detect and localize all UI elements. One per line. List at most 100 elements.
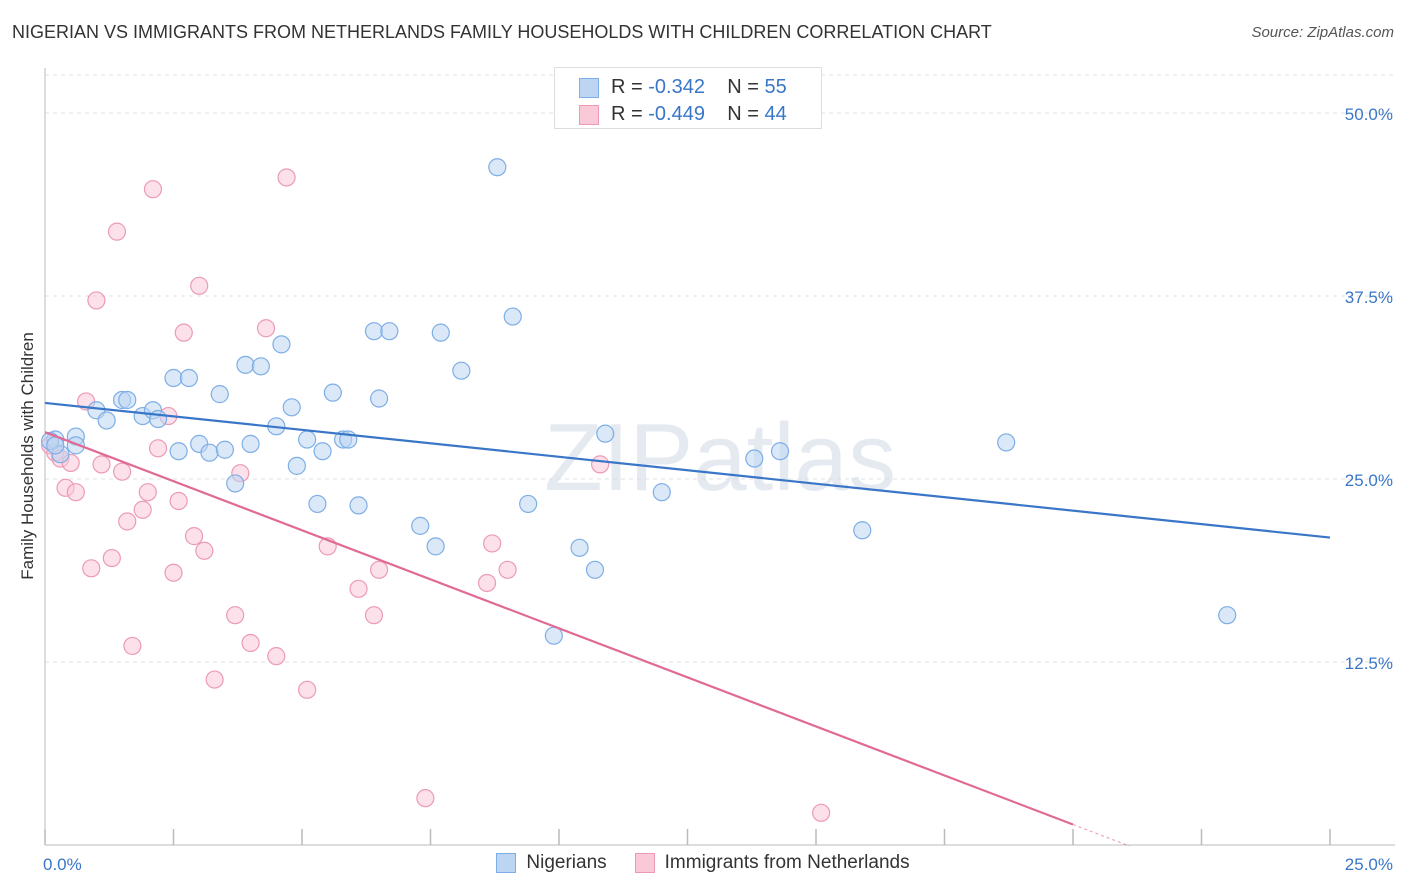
x-tick-label: 0.0% bbox=[43, 855, 82, 874]
x-tick-label: 25.0% bbox=[1345, 855, 1393, 874]
r-value: -0.342 bbox=[648, 76, 705, 98]
nigerians-point bbox=[364, 322, 384, 341]
nigerians-point bbox=[313, 442, 332, 461]
nigerians-point bbox=[503, 307, 522, 326]
legend-label: Immigrants from Netherlands bbox=[664, 852, 910, 873]
netherlands-point bbox=[118, 512, 137, 531]
netherlands-point bbox=[174, 323, 193, 342]
nigerians-point bbox=[452, 361, 471, 380]
netherlands-point bbox=[812, 803, 831, 822]
nigerians-point bbox=[179, 368, 199, 388]
nigerians-point bbox=[570, 538, 589, 557]
nigerians-legend-swatch bbox=[496, 853, 517, 873]
stats-row-nigerians: R = -0.342 N = 55 bbox=[579, 76, 787, 99]
netherlands-point bbox=[349, 579, 368, 598]
netherlands-point bbox=[184, 527, 204, 546]
n-label: N = bbox=[727, 103, 759, 125]
nigerians-point bbox=[282, 398, 301, 417]
nigerians-point bbox=[770, 442, 790, 461]
netherlands-point bbox=[92, 455, 111, 474]
y-tick-label: 25.0% bbox=[1345, 471, 1393, 490]
netherlands-point bbox=[123, 636, 142, 656]
netherlands-point bbox=[82, 559, 101, 578]
netherlands-point bbox=[164, 563, 183, 582]
n-value: 55 bbox=[764, 76, 787, 98]
netherlands-point bbox=[143, 180, 163, 199]
nigerians-point bbox=[323, 383, 342, 402]
r-value: -0.449 bbox=[648, 103, 705, 125]
nigerians-point bbox=[431, 323, 450, 342]
r-label: R = bbox=[611, 103, 643, 125]
legend-item-nigerians[interactable]: Nigerians bbox=[496, 852, 607, 874]
nigerians-point bbox=[745, 449, 764, 468]
nigerians-point bbox=[596, 424, 615, 443]
y-axis-label: Family Households with Children bbox=[18, 332, 37, 580]
netherlands-legend-swatch bbox=[634, 853, 655, 873]
nigerians-point bbox=[251, 357, 270, 376]
nigerians-point bbox=[164, 368, 183, 388]
source-label: Source: ZipAtlas.com bbox=[1251, 24, 1394, 41]
nigerians-point bbox=[519, 494, 538, 514]
netherlands-point bbox=[277, 168, 296, 187]
netherlands-point bbox=[498, 560, 517, 579]
n-value: 44 bbox=[764, 103, 787, 125]
netherlands-point bbox=[138, 483, 157, 502]
nigerians-point bbox=[200, 443, 219, 462]
netherlands-swatch bbox=[579, 104, 599, 125]
netherlands-point bbox=[195, 541, 214, 560]
nigerians-point bbox=[298, 430, 317, 449]
nigerians-trend-line bbox=[44, 401, 1331, 539]
chart-title: NIGERIAN VS IMMIGRANTS FROM NETHERLANDS … bbox=[12, 22, 992, 42]
netherlands-point bbox=[112, 462, 132, 481]
nigerians-point bbox=[370, 389, 389, 408]
netherlands-point bbox=[477, 573, 497, 593]
nigerians-point bbox=[236, 355, 255, 374]
nigerians-point bbox=[426, 537, 445, 556]
nigerians-point bbox=[215, 440, 234, 459]
y-tick-label: 12.5% bbox=[1345, 654, 1393, 673]
nigerians-point bbox=[287, 456, 306, 475]
netherlands-point bbox=[148, 439, 168, 458]
legend-label: Nigerians bbox=[526, 852, 607, 873]
netherlands-point bbox=[190, 276, 209, 295]
r-label: R = bbox=[611, 76, 643, 98]
nigerians-point bbox=[380, 322, 399, 341]
netherlands-trend-line bbox=[44, 431, 1074, 826]
nigerians-point bbox=[118, 390, 137, 410]
nigerians-point bbox=[226, 474, 245, 493]
netherlands-point bbox=[298, 680, 317, 699]
netherlands-point bbox=[241, 633, 260, 653]
legend-item-netherlands[interactable]: Immigrants from Netherlands bbox=[634, 852, 910, 874]
nigerians-swatch bbox=[579, 77, 599, 98]
netherlands-point bbox=[370, 560, 389, 579]
netherlands-point bbox=[133, 500, 152, 519]
nigerians-point bbox=[349, 496, 368, 515]
netherlands-point bbox=[102, 548, 121, 568]
netherlands-point bbox=[591, 455, 610, 474]
netherlands-point bbox=[66, 483, 85, 502]
nigerians-point bbox=[241, 434, 260, 453]
nigerians-point bbox=[585, 560, 605, 579]
nigerians-point bbox=[853, 521, 872, 540]
legend: Nigerians Immigrants from Netherlands bbox=[0, 852, 1406, 874]
netherlands-point bbox=[169, 491, 188, 511]
netherlands-point bbox=[364, 606, 384, 625]
netherlands-point bbox=[416, 789, 435, 808]
nigerians-point bbox=[997, 433, 1016, 452]
n-label: N = bbox=[727, 76, 759, 98]
netherlands-point bbox=[256, 319, 276, 338]
netherlands-point bbox=[267, 647, 286, 666]
y-tick-label: 50.0% bbox=[1345, 105, 1393, 124]
nigerians-point bbox=[97, 411, 116, 430]
stats-box: R = -0.342 N = 55 R = -0.449 N = 44 bbox=[554, 67, 822, 129]
netherlands-trend-extension bbox=[1072, 823, 1130, 847]
nigerians-point bbox=[308, 494, 327, 514]
nigerians-point bbox=[652, 483, 671, 502]
stats-row-netherlands: R = -0.449 N = 44 bbox=[579, 103, 787, 126]
netherlands-point bbox=[107, 222, 127, 241]
nigerians-point bbox=[272, 335, 291, 354]
netherlands-point bbox=[226, 606, 245, 625]
nigerians-point bbox=[66, 436, 85, 455]
nigerians-point bbox=[488, 158, 507, 177]
